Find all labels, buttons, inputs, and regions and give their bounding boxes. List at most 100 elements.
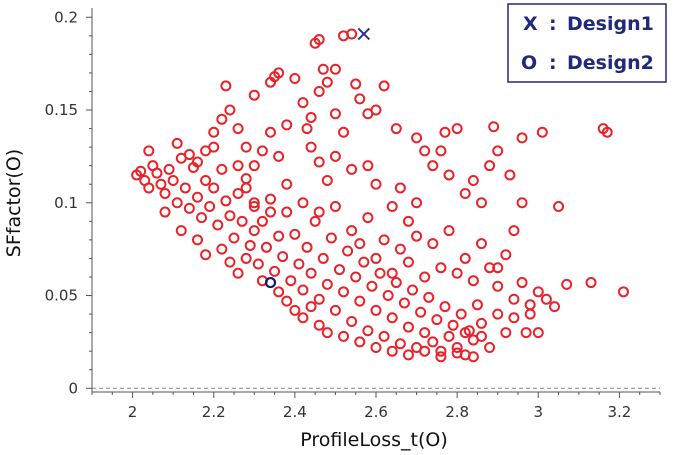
- sample-point: [370, 178, 382, 190]
- sample-point: [273, 67, 285, 79]
- sample-point: [394, 182, 406, 194]
- sample-point: [220, 195, 232, 207]
- sample-point: [297, 97, 309, 109]
- sample-point: [394, 243, 406, 255]
- sample-point: [443, 225, 455, 237]
- sample-point: [216, 163, 228, 175]
- sample-point: [508, 293, 520, 305]
- sample-point: [553, 200, 565, 212]
- sample-point: [524, 299, 536, 311]
- x-tick-label: 3.2: [607, 403, 631, 421]
- legend-separator-design1: :: [549, 13, 557, 35]
- sample-point: [443, 169, 455, 181]
- sample-point: [455, 308, 467, 320]
- sample-point: [427, 336, 439, 348]
- sample-point: [236, 215, 248, 227]
- sample-point: [484, 341, 496, 353]
- sample-point: [492, 145, 504, 157]
- legend-symbol-design2: O: [521, 52, 537, 74]
- axes: 0 0.05 0.1 0.15 0.2 2 2.2 2.4 2.6 2.8 3 3.2: [45, 8, 661, 421]
- sample-point: [386, 312, 398, 324]
- legend-symbol-design1: X: [523, 13, 538, 35]
- sample-point: [248, 89, 260, 101]
- sample-point: [451, 267, 463, 279]
- y-tick-label: 0: [68, 379, 78, 397]
- sample-point: [281, 206, 293, 218]
- x-tick-label: 2.2: [202, 403, 226, 421]
- sample-point: [561, 278, 573, 290]
- sample-point: [240, 182, 252, 194]
- sample-point: [325, 232, 337, 244]
- sample-point: [540, 293, 552, 305]
- sample-point: [500, 327, 512, 339]
- sample-point: [386, 345, 398, 357]
- sample-point: [232, 160, 244, 172]
- sample-point: [191, 156, 203, 168]
- sample-point: [248, 197, 260, 209]
- sample-point: [224, 104, 236, 116]
- sample-point: [309, 215, 321, 227]
- sample-point: [265, 193, 277, 205]
- sample-point: [516, 197, 528, 209]
- sample-point: [484, 160, 496, 172]
- sample-point: [155, 178, 167, 190]
- sample-point: [386, 200, 398, 212]
- sample-point: [329, 63, 341, 75]
- sample-point: [143, 145, 155, 157]
- sample-point: [297, 312, 309, 324]
- sample-point: [281, 119, 293, 131]
- sample-point: [435, 345, 447, 357]
- sample-point: [411, 132, 423, 144]
- sample-point: [224, 210, 236, 222]
- sample-point: [293, 258, 305, 270]
- y-tick-label: 0.05: [45, 287, 78, 305]
- sample-point: [451, 347, 463, 359]
- sample-point: [475, 238, 487, 250]
- sample-point: [240, 141, 252, 153]
- sample-point: [390, 277, 402, 289]
- sample-point: [265, 126, 277, 138]
- sample-point: [366, 280, 378, 292]
- sample-point: [362, 212, 374, 224]
- data-points: [131, 27, 629, 363]
- sample-point: [362, 325, 374, 337]
- sample-point: [200, 145, 212, 157]
- sample-point: [313, 85, 325, 97]
- sample-point: [346, 316, 358, 328]
- sample-point: [459, 188, 471, 200]
- sample-point: [224, 256, 236, 268]
- sample-point: [431, 314, 443, 326]
- sample-point: [439, 126, 451, 138]
- sample-point: [171, 197, 183, 209]
- sample-point: [232, 188, 244, 200]
- sample-point: [475, 197, 487, 209]
- sample-point: [289, 72, 301, 84]
- sample-point: [163, 163, 175, 175]
- sample-point: [248, 200, 260, 212]
- sample-point: [492, 280, 504, 292]
- sample-point: [151, 167, 163, 179]
- sample-point: [374, 267, 386, 279]
- sample-point: [159, 206, 171, 218]
- sample-point: [338, 126, 350, 138]
- sample-point: [135, 165, 147, 177]
- x-tick-label: 2: [128, 403, 138, 421]
- sample-point: [289, 304, 301, 316]
- sample-point: [504, 169, 516, 181]
- sample-point: [305, 111, 317, 123]
- design1-mark-stroke: [357, 27, 371, 41]
- sample-point: [354, 295, 366, 307]
- sample-point: [313, 293, 325, 305]
- sample-point: [354, 336, 366, 348]
- sample-point: [488, 121, 500, 133]
- sample-point: [240, 173, 252, 185]
- sample-point: [305, 267, 317, 279]
- sample-point: [200, 175, 212, 187]
- legend: X : Design1 O : Design2: [507, 3, 667, 83]
- sample-point: [427, 238, 439, 250]
- sample-point: [277, 251, 289, 263]
- sample-point: [346, 225, 358, 237]
- sample-point: [536, 126, 548, 138]
- sample-point: [402, 349, 414, 361]
